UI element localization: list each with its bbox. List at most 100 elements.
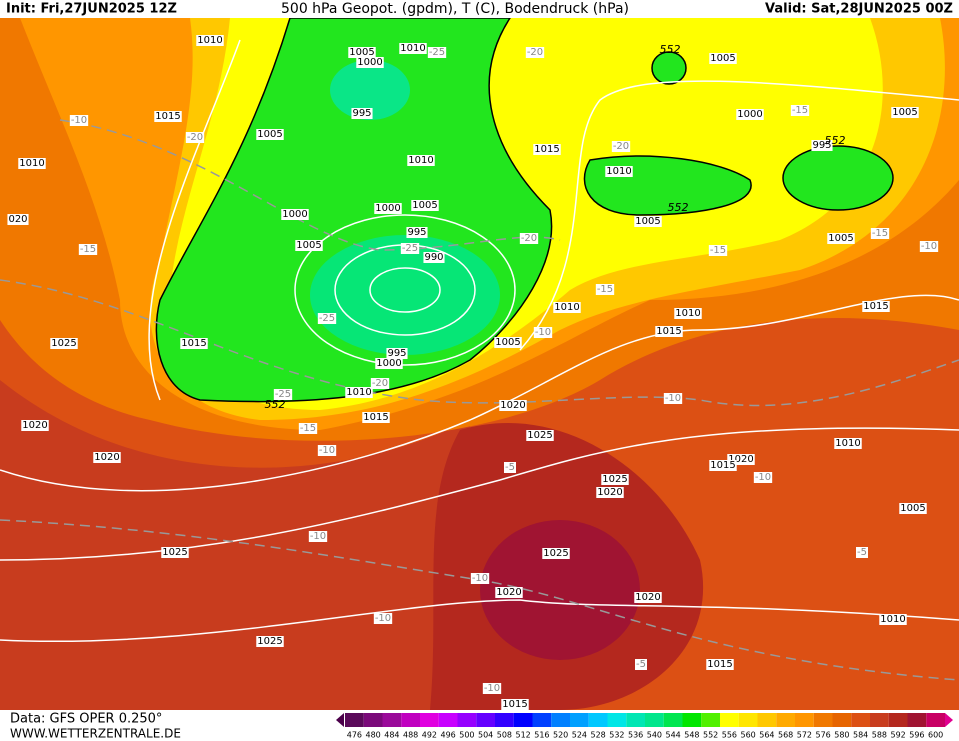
isotherm-label-box <box>635 659 647 670</box>
scale-label: 600 <box>928 731 943 740</box>
isobar-label-box <box>399 43 427 54</box>
scale-swatch <box>888 713 908 727</box>
scale-label: 496 <box>440 731 455 740</box>
isotherm-label: -25 <box>402 243 418 254</box>
isotherm-label-box <box>400 243 420 254</box>
scale-swatch <box>870 713 889 727</box>
isobar-label: 1005 <box>349 47 374 58</box>
isobar-label: 1000 <box>357 57 382 68</box>
site: WWW.WETTERZENTRALE.DE <box>10 727 181 741</box>
isotherm-label-box <box>317 445 337 456</box>
scale-swatch <box>720 713 739 727</box>
isobar-label-box <box>891 107 919 118</box>
isobar-label: 1010 <box>197 35 222 46</box>
scale-swatch <box>476 713 495 727</box>
isobar-label: 1020 <box>597 487 622 498</box>
isotherm-label: -10 <box>921 241 937 252</box>
init-time: Init: Fri,27JUN2025 12Z <box>6 2 177 17</box>
isobar-label: 1020 <box>500 400 525 411</box>
isotherm-label: -5 <box>636 659 646 670</box>
isobar-label-box <box>281 209 309 220</box>
isobar-label-box <box>18 158 46 169</box>
scale-label: 560 <box>740 731 755 740</box>
isobar-label: 1010 <box>606 166 631 177</box>
isobar-label-box <box>834 438 862 449</box>
isobar-label: 1005 <box>296 240 321 251</box>
isotherm-label-box <box>78 244 98 255</box>
isobar-label: 1025 <box>543 548 568 559</box>
isotherm-label: -15 <box>597 284 613 295</box>
scale-swatch <box>551 713 570 727</box>
geopotential-label: 552 <box>660 43 681 56</box>
isotherm-label: -5 <box>505 462 515 473</box>
map-field <box>0 18 959 710</box>
isotherm-label: -15 <box>710 245 726 256</box>
scale-label: 580 <box>834 731 849 740</box>
isobar-label: 1010 <box>346 387 371 398</box>
scale-swatch <box>701 713 720 727</box>
scale-label: 520 <box>553 731 568 740</box>
isobar-label: 1015 <box>181 338 206 349</box>
scale-swatch <box>851 713 870 727</box>
isobar-label-box <box>542 548 570 559</box>
isobar-label: 1025 <box>257 636 282 647</box>
isobar-label-box <box>256 636 284 647</box>
isobar-label-box <box>423 252 445 263</box>
scale-swatch <box>532 713 552 727</box>
isotherm-label: -5 <box>857 547 867 558</box>
scale-label: 476 <box>347 731 362 740</box>
isotherm-label: -25 <box>275 389 291 400</box>
isobar-label-box <box>386 348 408 359</box>
scale-label: 556 <box>722 731 737 740</box>
low-core-north <box>330 60 410 120</box>
isotherm-label-box <box>919 241 939 252</box>
isotherm-label: -10 <box>71 115 87 126</box>
isotherm-label: -10 <box>665 393 681 404</box>
isotherm-label: -20 <box>613 141 629 152</box>
scale-swatch <box>663 713 683 727</box>
isotherm-label-box <box>273 389 293 400</box>
scale-swatch <box>420 713 439 727</box>
isobar-label-box <box>655 326 683 337</box>
isobar-label-box <box>180 338 208 349</box>
isobar-label: 1015 <box>363 412 388 423</box>
scale-arrow-low <box>336 713 344 727</box>
scale-swatch <box>401 713 420 727</box>
scale-label: 512 <box>515 731 530 740</box>
scale-label: 500 <box>459 731 474 740</box>
isobar-label: 1005 <box>828 233 853 244</box>
isotherm-label-box <box>525 47 545 58</box>
isobar-label-box <box>406 227 428 238</box>
data-source: Data: GFS OPER 0.250° <box>10 712 162 727</box>
scale-arrow-high <box>945 713 953 727</box>
scale-swatch <box>832 713 852 727</box>
scale-swatch <box>776 713 795 727</box>
scale-swatch <box>626 713 645 727</box>
isobar-label-box <box>21 420 49 431</box>
isotherm-label: -25 <box>319 313 335 324</box>
isobar-label-box <box>674 308 702 319</box>
isobar-label: 1010 <box>400 43 425 54</box>
isobar-label-box <box>727 454 755 465</box>
scale-label: 504 <box>478 731 493 740</box>
isotherm-label: -15 <box>792 105 808 116</box>
scale-label: 492 <box>422 731 437 740</box>
scale-label: 548 <box>684 731 699 740</box>
isobar-label: 1000 <box>737 109 762 120</box>
isobar-label: 1015 <box>534 144 559 155</box>
isotherm-label: -10 <box>755 472 771 483</box>
scale-label: 536 <box>628 731 643 740</box>
isobar-label: 1020 <box>728 454 753 465</box>
isotherm-label-box <box>708 245 728 256</box>
isobar-label: 1020 <box>496 587 521 598</box>
scale-swatch <box>907 713 927 727</box>
scale-swatch <box>570 713 589 727</box>
isotherm-label: -10 <box>472 573 488 584</box>
isobar-label-box <box>596 487 624 498</box>
isotherm-label-box <box>69 115 89 126</box>
isobar-label: 1015 <box>710 460 735 471</box>
isobar-label: 1005 <box>412 200 437 211</box>
isobar-label-box <box>706 659 734 670</box>
isotherm-label: -20 <box>187 132 203 143</box>
isotherm-label-box <box>370 378 390 389</box>
